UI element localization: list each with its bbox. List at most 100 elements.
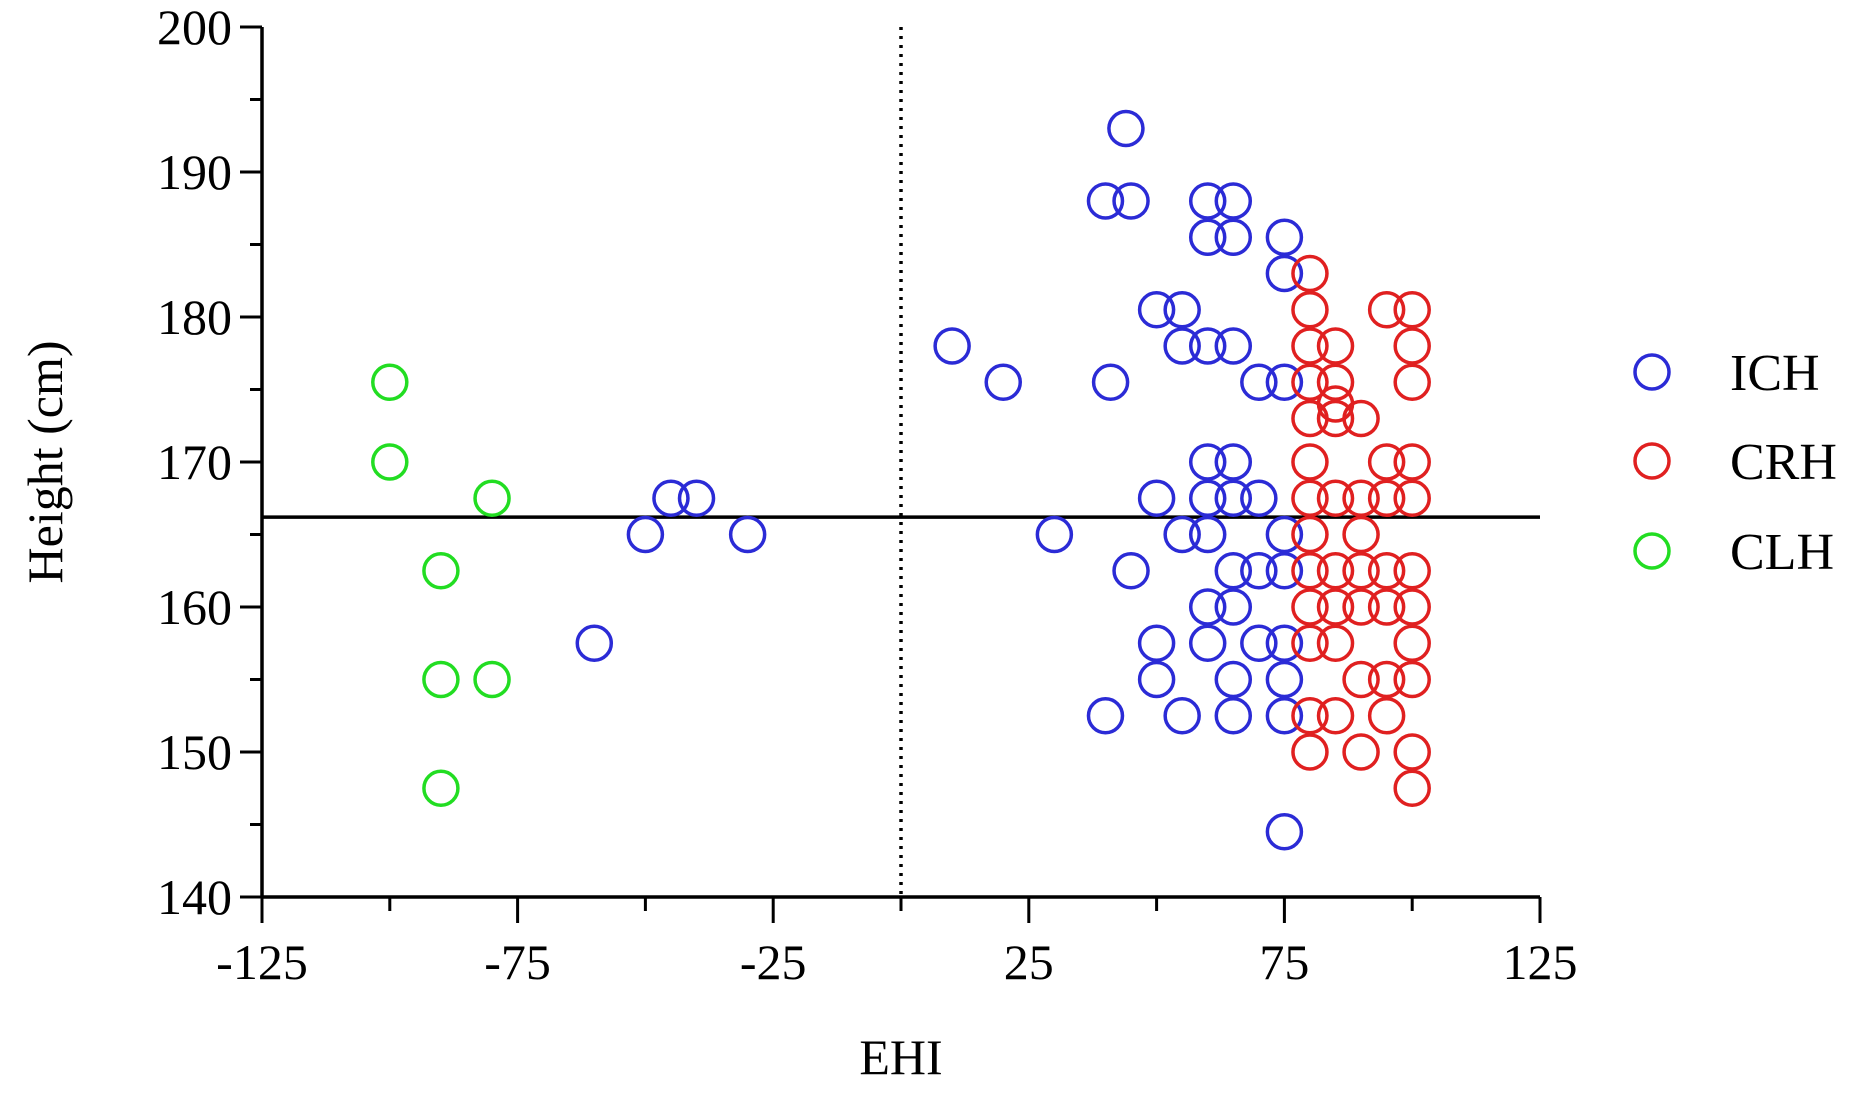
data-point bbox=[1393, 588, 1431, 626]
y-tick-label: 200 bbox=[157, 0, 232, 55]
y-tick-label: 170 bbox=[157, 434, 232, 490]
data-point bbox=[1188, 479, 1227, 517]
data-point bbox=[1188, 443, 1227, 481]
x-tick-label: 125 bbox=[1503, 934, 1578, 990]
legend-label-ich: ICH bbox=[1730, 345, 1820, 402]
data-point bbox=[1265, 552, 1304, 590]
data-point bbox=[1316, 385, 1355, 423]
legend-marker-clh bbox=[1633, 532, 1671, 570]
x-tick-label: -25 bbox=[740, 934, 807, 990]
data-point bbox=[1265, 254, 1304, 293]
series-ich bbox=[575, 109, 1304, 851]
data-point bbox=[473, 660, 511, 699]
data-point bbox=[1265, 697, 1304, 735]
data-point bbox=[984, 363, 1022, 401]
data-point bbox=[1342, 733, 1380, 771]
legend-marker-ich bbox=[1633, 353, 1671, 391]
x-tick-label: 25 bbox=[1004, 934, 1054, 990]
data-point bbox=[1112, 552, 1150, 590]
data-point bbox=[1137, 624, 1176, 662]
data-point bbox=[1265, 660, 1304, 699]
data-points bbox=[371, 109, 1431, 851]
data-point bbox=[1240, 479, 1278, 517]
data-point bbox=[371, 443, 409, 481]
data-point bbox=[1393, 291, 1431, 329]
data-point bbox=[371, 363, 409, 401]
reference-lines bbox=[262, 27, 1540, 897]
data-point bbox=[1163, 291, 1201, 329]
data-point bbox=[1393, 733, 1431, 771]
data-point bbox=[1137, 479, 1176, 517]
data-point bbox=[1214, 479, 1253, 517]
data-point bbox=[1342, 479, 1380, 517]
data-point bbox=[1265, 813, 1304, 851]
data-point bbox=[1291, 291, 1329, 329]
data-point bbox=[1214, 218, 1253, 256]
series-crh bbox=[1291, 254, 1431, 807]
data-point bbox=[1214, 660, 1253, 699]
data-point bbox=[1188, 624, 1227, 662]
data-point bbox=[1393, 660, 1431, 699]
x-tick-label: -125 bbox=[216, 934, 308, 990]
data-point bbox=[1367, 479, 1406, 517]
data-point bbox=[1342, 660, 1380, 699]
data-point bbox=[1291, 254, 1329, 293]
data-point bbox=[1240, 363, 1278, 401]
data-point bbox=[1137, 660, 1176, 699]
data-point bbox=[1188, 327, 1227, 365]
data-point bbox=[1265, 624, 1304, 662]
data-point bbox=[626, 515, 665, 554]
data-point bbox=[1188, 218, 1227, 256]
data-point bbox=[1291, 588, 1329, 626]
data-point bbox=[1393, 479, 1431, 517]
data-point bbox=[1367, 443, 1406, 481]
data-point bbox=[1393, 624, 1431, 662]
data-point bbox=[1291, 733, 1329, 771]
data-point bbox=[1188, 515, 1227, 554]
y-tick-label: 160 bbox=[157, 579, 232, 635]
data-point bbox=[1367, 291, 1406, 329]
data-point bbox=[1163, 327, 1201, 365]
data-point bbox=[1265, 363, 1304, 401]
data-point bbox=[1291, 399, 1329, 438]
data-point bbox=[1367, 660, 1406, 699]
data-point bbox=[1367, 552, 1406, 590]
data-point bbox=[1316, 399, 1355, 438]
data-point bbox=[1214, 327, 1253, 365]
data-point bbox=[422, 660, 460, 699]
data-point bbox=[1291, 552, 1329, 590]
legend-marker-crh bbox=[1633, 442, 1671, 480]
data-point bbox=[933, 327, 971, 365]
data-point bbox=[1188, 182, 1227, 220]
data-point bbox=[1393, 363, 1431, 401]
data-point bbox=[728, 515, 767, 554]
data-point bbox=[1367, 697, 1406, 735]
data-point bbox=[1137, 291, 1176, 329]
data-point bbox=[1265, 515, 1304, 554]
data-point bbox=[1291, 479, 1329, 517]
data-point bbox=[1316, 552, 1355, 590]
data-point bbox=[1214, 697, 1253, 735]
data-point bbox=[1086, 182, 1125, 220]
legend-label-crh: CRH bbox=[1730, 434, 1837, 491]
data-point bbox=[1342, 552, 1380, 590]
data-point bbox=[1240, 624, 1278, 662]
x-tick-label: 75 bbox=[1259, 934, 1309, 990]
data-point bbox=[1214, 552, 1253, 590]
data-point bbox=[422, 552, 460, 590]
axes: 140 150 160 170 180 190 200 -125 -75 -25 25 75 125 bbox=[157, 0, 1578, 990]
data-point bbox=[1291, 624, 1329, 662]
x-tick-label: -75 bbox=[484, 934, 551, 990]
data-point bbox=[1316, 697, 1355, 735]
data-point bbox=[1163, 697, 1201, 735]
data-point bbox=[1188, 588, 1227, 626]
data-point bbox=[422, 769, 460, 807]
data-point bbox=[1342, 515, 1380, 554]
data-point bbox=[1291, 443, 1329, 481]
data-point bbox=[1291, 515, 1329, 554]
data-point bbox=[1265, 218, 1304, 256]
data-point bbox=[652, 479, 690, 517]
data-point bbox=[1214, 588, 1253, 626]
data-point bbox=[1091, 363, 1130, 401]
